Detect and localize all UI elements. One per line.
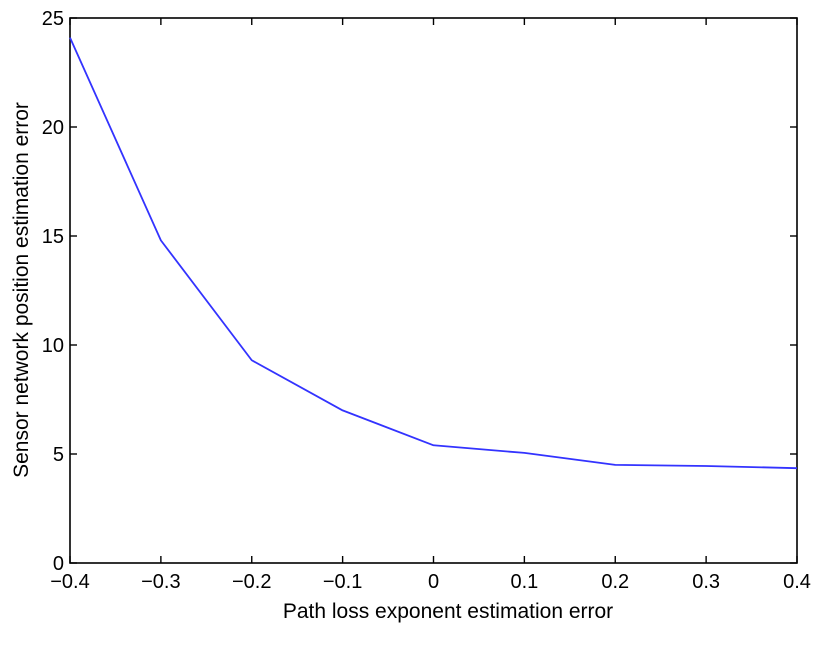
series-line [69,37,798,470]
axis-ticks [69,17,798,564]
x-tick-label: 0.4 [783,571,811,593]
x-tick-label: 0 [428,571,439,593]
tick-labels: −0.4 −0.3 −0.2 −0.1 0 0.1 0.2 0.3 0.4 0 5 10 15 20 25 [42,8,811,593]
y-tick-label: 20 [42,117,64,139]
plot-frame [69,17,798,564]
x-tick-label: 0.1 [510,571,538,593]
y-tick-label: 10 [42,335,64,357]
x-tick-label: −0.4 [50,571,89,593]
y-tick-label: 5 [53,444,64,466]
x-tick-label: −0.1 [323,571,362,593]
plot-area [69,17,798,564]
y-tick-label: 25 [42,8,64,30]
x-tick-label: 0.3 [692,571,720,593]
y-axis-title: Sensor network position estimation error [10,102,33,478]
x-axis-title: Path loss exponent estimation error [283,600,613,623]
x-tick-label: −0.2 [232,571,271,593]
y-tick-label: 15 [42,226,64,248]
x-tick-label: 0.2 [601,571,629,593]
x-tick-label: −0.3 [141,571,180,593]
y-tick-label: 0 [53,553,64,575]
